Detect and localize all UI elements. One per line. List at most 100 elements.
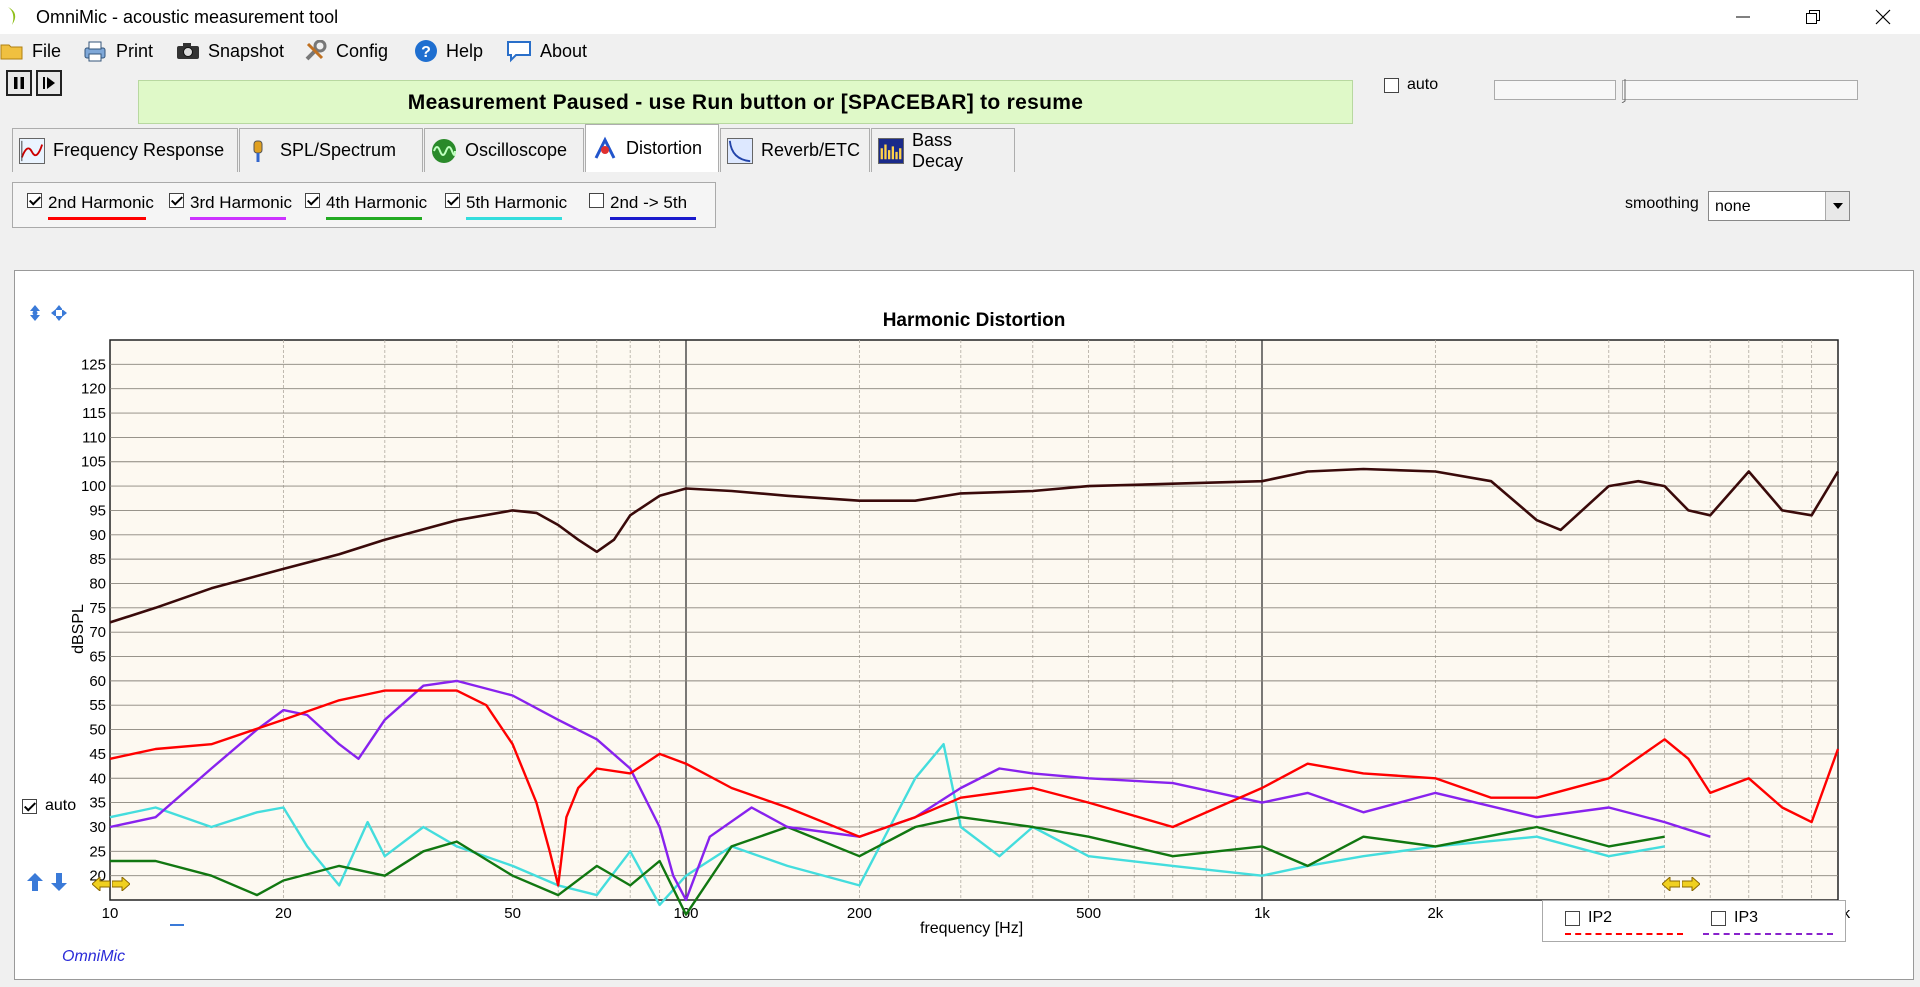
ip3-checkbox[interactable]	[1711, 910, 1726, 926]
plot-background	[109, 339, 1839, 901]
series-line-2nd-harmonic	[109, 689, 1840, 887]
menu-about-label: About	[540, 40, 588, 61]
harmonic-selector: 2nd Harmonic 3rd Harmonic 4th Harmonic 5…	[12, 182, 716, 228]
auto-top-checkbox[interactable]: auto	[1384, 76, 1438, 94]
tab-label: Reverb/ETC	[761, 140, 861, 160]
ip-legend: IP2 IP3	[1542, 900, 1846, 942]
slider-thumb-icon[interactable]	[1621, 79, 1629, 103]
harmonic-2nd-toggle[interactable]: 2nd Harmonic	[27, 193, 154, 220]
ip2-checkbox[interactable]	[1565, 910, 1580, 926]
harmonic-5th-swatch	[466, 217, 562, 220]
y-tick-label: 20	[89, 868, 106, 885]
auto-scale-label: auto	[45, 797, 77, 814]
menu-print-label: Print	[116, 40, 154, 61]
menu-config[interactable]: Config	[304, 38, 388, 64]
x-tick-label: 200	[847, 905, 872, 922]
zoom-vertical-icon[interactable]	[26, 304, 44, 322]
speech-bubble-icon	[507, 41, 531, 63]
x-left-controls	[92, 875, 130, 893]
smoothing-value: none	[1715, 198, 1751, 215]
window-title: OmniMic - acoustic measurement tool	[36, 7, 339, 27]
harmonic-4th-checkbox[interactable]	[305, 193, 320, 208]
harmonic-3rd-checkbox[interactable]	[169, 193, 184, 208]
arrow-left-icon[interactable]	[92, 875, 110, 893]
play-icon	[43, 77, 55, 89]
y-tick-label: 100	[81, 478, 106, 495]
tab-spl-spectrum[interactable]: SPL/Spectrum	[239, 128, 423, 172]
menu-snapshot[interactable]: Snapshot	[176, 38, 284, 64]
harmonic-2nd-5th-checkbox[interactable]	[589, 193, 604, 208]
auto-top-checkbox-box[interactable]	[1384, 77, 1399, 93]
help-icon: ?	[415, 40, 437, 62]
zoom-all-icon[interactable]	[50, 304, 68, 322]
ip3-toggle[interactable]: IP3	[1711, 909, 1758, 927]
arrow-up-icon[interactable]	[26, 873, 44, 891]
ip2-label: IP2	[1588, 909, 1613, 926]
smoothing-select[interactable]: none	[1708, 191, 1850, 221]
level-slider-left[interactable]	[1494, 80, 1616, 100]
pause-icon	[14, 77, 24, 89]
tab-oscilloscope[interactable]: Oscilloscope	[424, 128, 584, 172]
ip3-swatch	[1703, 933, 1833, 935]
scroll-indicator[interactable]	[170, 924, 184, 926]
y-tick-label: 35	[89, 795, 106, 812]
harmonic-4th-swatch	[326, 217, 422, 220]
y-scroll-controls	[26, 873, 68, 891]
menu-bar: File Print Snapshot Config ? Help About	[0, 34, 1920, 66]
menu-help-label: Help	[446, 40, 484, 61]
auto-scale-checkbox[interactable]: auto	[22, 797, 76, 815]
harmonic-2nd-5th-label: 2nd -> 5th	[610, 193, 688, 212]
y-tick-label: 85	[89, 551, 106, 568]
x-right-controls	[1662, 875, 1700, 893]
x-tick-label: 1k	[1254, 905, 1270, 922]
y-tick-label: 110	[82, 429, 106, 446]
arrow-right-icon[interactable]	[112, 875, 130, 893]
y-tick-label: 25	[89, 843, 106, 860]
y-tick-label: 125	[81, 356, 106, 373]
menu-about[interactable]: About	[506, 38, 587, 64]
harmonic-4th-toggle[interactable]: 4th Harmonic	[305, 193, 427, 220]
omnimic-app-icon	[8, 7, 16, 25]
auto-scale-checkbox-box[interactable]	[22, 798, 37, 814]
menu-print[interactable]: Print	[82, 38, 153, 64]
level-slider-right[interactable]	[1621, 79, 1858, 103]
chevron-down-icon[interactable]	[1825, 192, 1849, 220]
zoom-controls	[26, 304, 68, 322]
harmonic-3rd-toggle[interactable]: 3rd Harmonic	[169, 193, 292, 220]
arrow-down-icon[interactable]	[50, 873, 68, 891]
tab-reverb-etc[interactable]: Reverb/ETC	[720, 128, 870, 172]
y-tick-label: 120	[81, 381, 106, 398]
play-button[interactable]	[36, 70, 62, 96]
auto-top-label: auto	[1407, 76, 1439, 93]
harmonic-2nd-5th-toggle[interactable]: 2nd -> 5th	[589, 193, 696, 220]
pause-button[interactable]	[6, 70, 32, 96]
y-axis-label: dBSPL	[69, 604, 87, 654]
harmonic-5th-toggle[interactable]: 5th Harmonic	[445, 193, 567, 220]
arrow-right-icon[interactable]	[1682, 875, 1700, 893]
microphone-icon	[253, 140, 263, 162]
restore-icon[interactable]	[1778, 0, 1848, 34]
x-tick-label: 20	[275, 905, 292, 922]
harmonic-2nd-label: 2nd Harmonic	[48, 193, 154, 212]
close-icon[interactable]	[1848, 0, 1918, 34]
title-bar: OmniMic - acoustic measurement tool	[0, 0, 1920, 34]
tab-label: Distortion	[626, 138, 703, 158]
harmonic-5th-checkbox[interactable]	[445, 193, 460, 208]
distortion-icon	[594, 136, 616, 159]
menu-help[interactable]: ? Help	[414, 38, 483, 64]
ip2-toggle[interactable]: IP2	[1565, 909, 1612, 927]
arrow-left-icon[interactable]	[1662, 875, 1680, 893]
harmonic-2nd-checkbox[interactable]	[27, 193, 42, 208]
series-line-5th-harmonic	[109, 743, 1665, 907]
tab-bass-decay[interactable]: Bass Decay	[871, 128, 1015, 172]
harmonic-2nd-swatch	[48, 217, 146, 220]
x-tick-label: 50	[504, 905, 521, 922]
menu-file-label: File	[32, 40, 62, 61]
distortion-plot[interactable]: 20 25 30 35 40 45 50 55 60 65 70 75 80 85 90 95 100 105 11…	[81, 339, 1851, 922]
tab-bar: Frequency Response SPL/Spectrum Oscillos…	[12, 124, 1920, 172]
minimize-icon[interactable]	[1708, 0, 1778, 34]
tab-frequency-response[interactable]: Frequency Response	[12, 128, 238, 172]
menu-file[interactable]: File	[0, 38, 61, 64]
tab-label: Oscilloscope	[465, 140, 568, 160]
tab-distortion[interactable]: Distortion	[585, 124, 719, 172]
